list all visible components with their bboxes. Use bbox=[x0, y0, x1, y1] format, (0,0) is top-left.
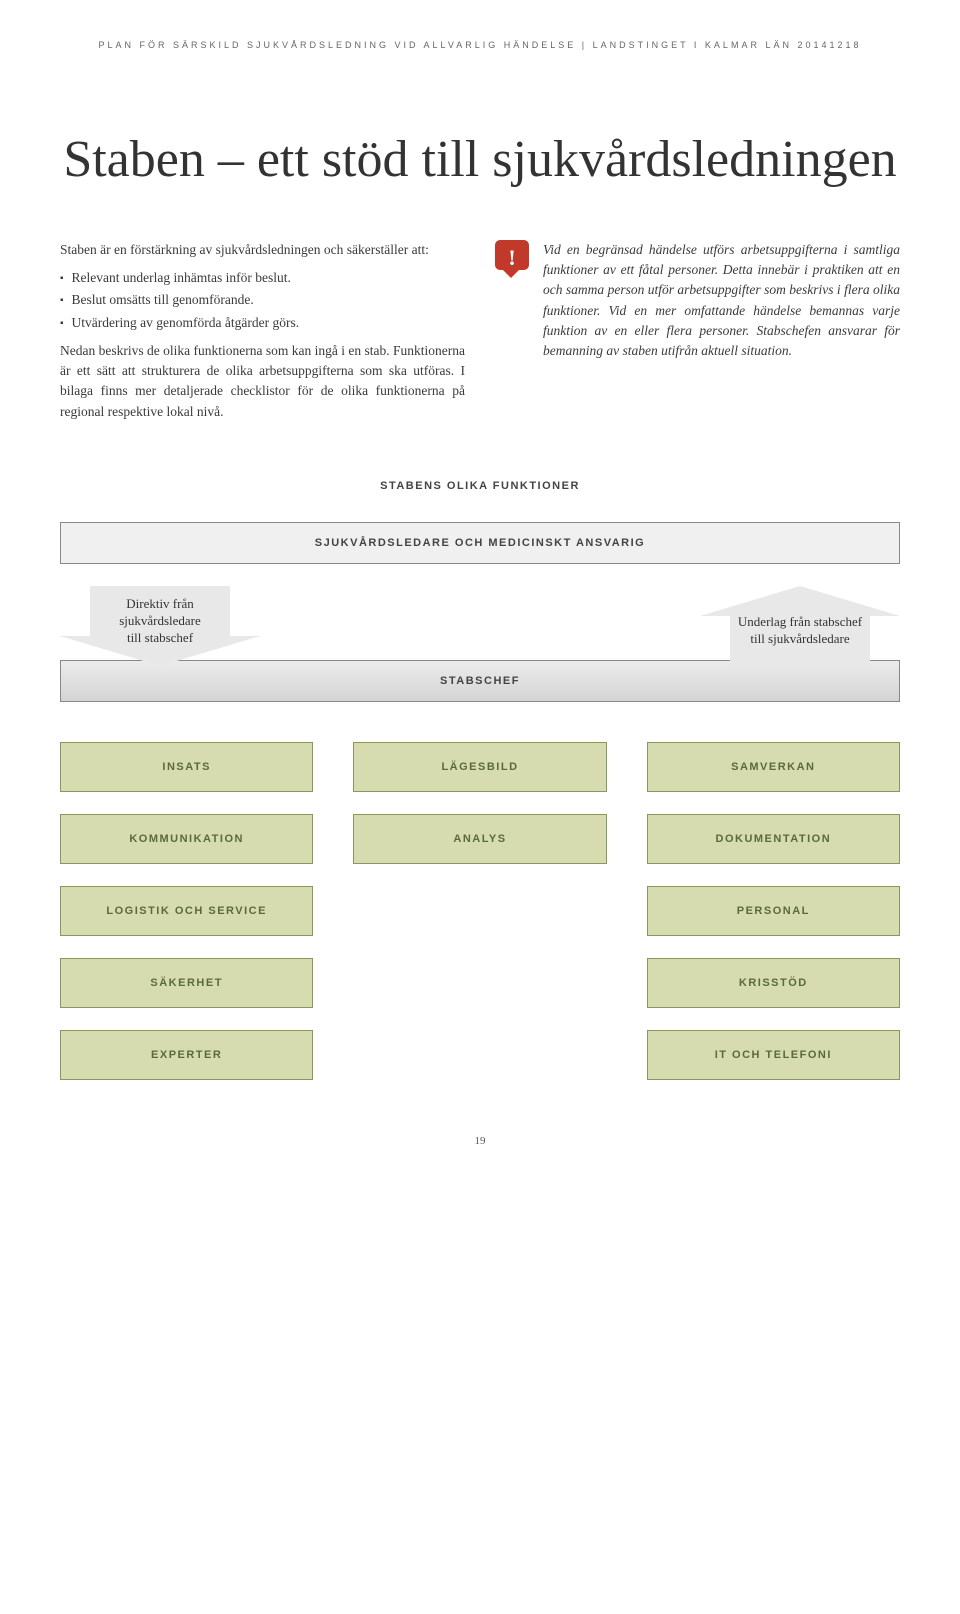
func-insats: INSATS bbox=[60, 742, 313, 792]
page-title: Staben – ett stöd till sjukvårdsledninge… bbox=[60, 130, 900, 190]
body-columns: Staben är en förstärkning av sjukvårdsle… bbox=[60, 240, 900, 430]
org-diagram: SJUKVÅRDSLEDARE OCH MEDICINSKT ANSVARIG … bbox=[60, 522, 900, 1080]
arrow-row: Direktiv från sjukvårdsledare till stabs… bbox=[60, 586, 900, 666]
page-number: 19 bbox=[60, 1135, 900, 1147]
func-analys: ANALYS bbox=[353, 814, 606, 864]
page-header: PLAN FÖR SÄRSKILD SJUKVÅRDSLEDNING VID A… bbox=[60, 40, 900, 50]
arrow-up: Underlag från stabschef till sjukvårdsle… bbox=[700, 586, 900, 666]
alert-text: Vid en begränsad händelse utförs arbetsu… bbox=[543, 240, 900, 362]
arrow-down-label: Direktiv från sjukvårdsledare till stabs… bbox=[60, 596, 260, 647]
func-personal: PERSONAL bbox=[647, 886, 900, 936]
top-role-box: SJUKVÅRDSLEDARE OCH MEDICINSKT ANSVARIG bbox=[60, 522, 900, 564]
function-grid: INSATS LÄGESBILD SAMVERKAN KOMMUNIKATION… bbox=[60, 742, 900, 1080]
alert-icon: ! bbox=[495, 240, 529, 270]
func-logistik: LOGISTIK OCH SERVICE bbox=[60, 886, 313, 936]
arrow-down: Direktiv från sjukvårdsledare till stabs… bbox=[60, 586, 260, 666]
bullet-item: Relevant underlag inhämtas inför beslut. bbox=[60, 268, 465, 288]
func-sakerhet: SÄKERHET bbox=[60, 958, 313, 1008]
section-label: STABENS OLIKA FUNKTIONER bbox=[60, 480, 900, 492]
func-dokumentation: DOKUMENTATION bbox=[647, 814, 900, 864]
func-experter: EXPERTER bbox=[60, 1030, 313, 1080]
bullet-item: Beslut omsätts till genomförande. bbox=[60, 290, 465, 310]
func-lagesbild: LÄGESBILD bbox=[353, 742, 606, 792]
arrow-up-label: Underlag från stabschef till sjukvårdsle… bbox=[700, 614, 900, 648]
stabschef-box: STABSCHEF bbox=[60, 660, 900, 702]
para-explain: Nedan beskrivs de olika funktionerna som… bbox=[60, 341, 465, 422]
intro-text: Staben är en förstärkning av sjukvårdsle… bbox=[60, 240, 465, 260]
exclamation-mark: ! bbox=[495, 241, 529, 274]
bullet-list: Relevant underlag inhämtas inför beslut.… bbox=[60, 268, 465, 333]
func-samverkan: SAMVERKAN bbox=[647, 742, 900, 792]
func-kommunikation: KOMMUNIKATION bbox=[60, 814, 313, 864]
func-krisstod: KRISSTÖD bbox=[647, 958, 900, 1008]
func-it-telefoni: IT OCH TELEFONI bbox=[647, 1030, 900, 1080]
bullet-item: Utvärdering av genomförda åtgärder görs. bbox=[60, 313, 465, 333]
alert-callout: ! Vid en begränsad händelse utförs arbet… bbox=[495, 240, 900, 370]
left-column: Staben är en förstärkning av sjukvårdsle… bbox=[60, 240, 465, 430]
right-column: ! Vid en begränsad händelse utförs arbet… bbox=[495, 240, 900, 430]
